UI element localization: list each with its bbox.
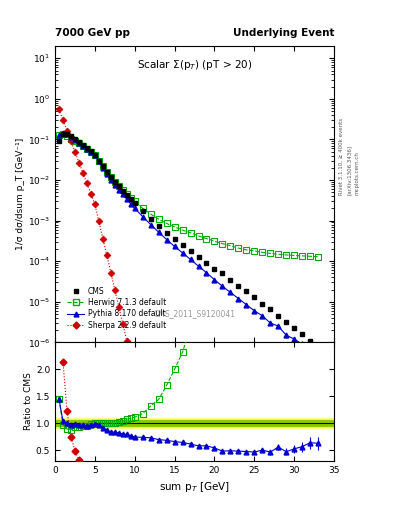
Herwig 7.1.3 default [148, 211, 153, 217]
Line: Sherpa 2.2.9 default: Sherpa 2.2.9 default [57, 107, 137, 377]
Herwig 7.1.3 default [180, 227, 185, 233]
Y-axis label: Ratio to CMS: Ratio to CMS [24, 373, 33, 431]
Legend: CMS, Herwig 7.1.3 default, Pythia 8.170 default, Sherpa 2.2.9 default: CMS, Herwig 7.1.3 default, Pythia 8.170 … [64, 284, 169, 333]
Herwig 7.1.3 default [156, 216, 161, 222]
Herwig 7.1.3 default [69, 136, 73, 142]
Sherpa 2.2.9 default [88, 190, 93, 197]
Herwig 7.1.3 default [228, 243, 233, 249]
Sherpa 2.2.9 default [84, 180, 89, 186]
Sherpa 2.2.9 default [132, 372, 137, 378]
Text: Scalar $\Sigma$(p$_T$) (pT > 20): Scalar $\Sigma$(p$_T$) (pT > 20) [137, 58, 252, 72]
Sherpa 2.2.9 default [69, 138, 73, 144]
Herwig 7.1.3 default [244, 247, 249, 253]
Sherpa 2.2.9 default [92, 201, 97, 207]
Herwig 7.1.3 default [129, 195, 133, 201]
Herwig 7.1.3 default [140, 205, 145, 211]
Sherpa 2.2.9 default [64, 127, 69, 134]
Sherpa 2.2.9 default [77, 159, 81, 165]
Sherpa 2.2.9 default [116, 304, 121, 310]
Text: 7000 GeV pp: 7000 GeV pp [55, 28, 130, 38]
Herwig 7.1.3 default [61, 131, 65, 137]
Sherpa 2.2.9 default [81, 170, 85, 176]
Herwig 7.1.3 default [116, 183, 121, 189]
Sherpa 2.2.9 default [105, 252, 109, 259]
Herwig 7.1.3 default [108, 174, 113, 180]
Herwig 7.1.3 default [88, 148, 93, 155]
Herwig 7.1.3 default [308, 253, 312, 260]
Herwig 7.1.3 default [316, 254, 320, 260]
Sherpa 2.2.9 default [129, 354, 133, 360]
Herwig 7.1.3 default [220, 241, 225, 247]
Text: Rivet 3.1.10, ≥ 400k events: Rivet 3.1.10, ≥ 400k events [339, 117, 344, 195]
Herwig 7.1.3 default [112, 179, 117, 185]
Herwig 7.1.3 default [212, 238, 217, 244]
X-axis label: sum p$_T$ [GeV]: sum p$_T$ [GeV] [159, 480, 230, 494]
Herwig 7.1.3 default [300, 253, 305, 259]
Herwig 7.1.3 default [125, 190, 129, 197]
Sherpa 2.2.9 default [57, 106, 61, 113]
Herwig 7.1.3 default [84, 146, 89, 152]
Herwig 7.1.3 default [101, 163, 105, 169]
Herwig 7.1.3 default [73, 138, 77, 144]
Sherpa 2.2.9 default [120, 321, 125, 327]
Herwig 7.1.3 default [77, 140, 81, 146]
Sherpa 2.2.9 default [61, 117, 65, 123]
Y-axis label: 1/σ dσ/dsum p_T [GeV⁻¹]: 1/σ dσ/dsum p_T [GeV⁻¹] [16, 138, 25, 250]
Sherpa 2.2.9 default [73, 149, 77, 155]
Text: Underlying Event: Underlying Event [233, 28, 334, 38]
Line: Herwig 7.1.3 default: Herwig 7.1.3 default [56, 132, 321, 260]
Sherpa 2.2.9 default [101, 236, 105, 242]
Herwig 7.1.3 default [284, 252, 288, 258]
Herwig 7.1.3 default [64, 133, 69, 139]
Sherpa 2.2.9 default [97, 219, 101, 225]
Herwig 7.1.3 default [188, 230, 193, 236]
Text: CMS_2011_S9120041: CMS_2011_S9120041 [154, 310, 235, 318]
Herwig 7.1.3 default [81, 143, 85, 149]
Sherpa 2.2.9 default [125, 337, 129, 344]
Herwig 7.1.3 default [276, 251, 281, 258]
Text: [arXiv:1306.3436]: [arXiv:1306.3436] [347, 144, 352, 195]
Herwig 7.1.3 default [204, 236, 209, 242]
Herwig 7.1.3 default [105, 168, 109, 175]
Herwig 7.1.3 default [172, 224, 177, 230]
Herwig 7.1.3 default [292, 252, 297, 259]
Herwig 7.1.3 default [92, 152, 97, 158]
Sherpa 2.2.9 default [112, 286, 117, 292]
Herwig 7.1.3 default [164, 220, 169, 226]
Herwig 7.1.3 default [97, 158, 101, 164]
Text: mcplots.cern.ch: mcplots.cern.ch [354, 151, 360, 195]
Herwig 7.1.3 default [120, 187, 125, 193]
Herwig 7.1.3 default [196, 233, 201, 239]
Herwig 7.1.3 default [268, 250, 273, 257]
Herwig 7.1.3 default [57, 132, 61, 138]
Herwig 7.1.3 default [260, 249, 264, 255]
Herwig 7.1.3 default [252, 248, 257, 254]
Herwig 7.1.3 default [236, 245, 241, 251]
Herwig 7.1.3 default [132, 198, 137, 204]
Sherpa 2.2.9 default [108, 270, 113, 276]
